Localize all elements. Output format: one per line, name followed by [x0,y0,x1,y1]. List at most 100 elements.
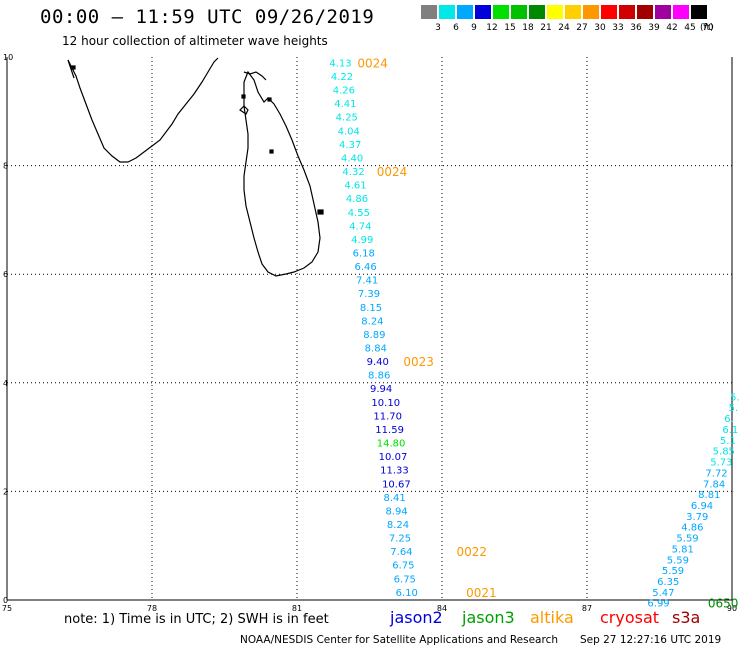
coastal-islet [269,149,274,154]
swh-reading-label: 4.04 [338,126,360,137]
longitude-tick-label: 75 [2,604,12,613]
swh-reading-label: 5. [730,392,740,403]
swh-reading-label: 5.59 [662,566,684,577]
swh-reading-label: 4.32 [342,167,364,178]
swh-reading-label: 6.10 [396,588,418,599]
swh-reading-label: 8.89 [363,330,385,341]
map-subtitle: 12 hour collection of altimeter wave hei… [62,34,328,48]
mannar-island [239,105,249,115]
graticule: 75 78 81 84 87 90 0 2 4 6 8 10 [2,53,737,613]
swh-reading-label: 4.86 [346,194,368,205]
swh-reading-label: 4.25 [336,113,358,124]
legend-label: 27 [576,23,588,33]
legend-label: 12 [486,23,498,33]
swh-reading-label: 4.26 [333,86,355,97]
coastline [67,57,324,277]
swh-reading-label: 8.81 [698,490,720,501]
swh-reading-label: 9.94 [370,384,392,395]
legend-swatch [583,5,599,19]
legend-swatch [565,5,581,19]
latitude-tick-label: 2 [3,487,8,496]
swh-reading-label: 8.86 [368,371,390,382]
legend-label: 9 [471,23,477,33]
legend-swatch [655,5,671,19]
legend-swatch [493,5,509,19]
swh-reading-label: 5.81 [672,544,694,555]
swh-reading-label: 6.94 [691,501,713,512]
swh-reading-label: 14.80 [377,439,406,450]
swh-reading-label: 5.59 [667,555,689,566]
longitude-tick-label: 87 [582,604,592,613]
altimeter-readings: 4.13 4.22 4.26 4.41 4.25 4.04 4.37 4.40 4.32 4.61… [329,56,739,610]
legend-label: 6 [453,23,459,33]
swh-reading-label: 7.39 [358,289,380,300]
satellite-jason3-label: jason3 [462,608,515,627]
swh-reading-label: 8.24 [387,520,409,531]
swh-reading-label: 11.70 [373,411,402,422]
legend-label: 30 [594,23,606,33]
swh-reading-label: 4.74 [349,221,371,232]
legend-unit: (ft) [700,23,714,33]
latitude-tick-label: 10 [3,53,13,62]
satellite-altika-label: altika [530,608,574,627]
swh-reading-label: 4.86 [681,523,703,534]
swh-reading-label: 8.84 [365,344,387,355]
swh-reading-label: 4.37 [339,140,361,151]
legend-swatch [457,5,473,19]
longitude-tick-label: 90 [727,604,737,613]
swh-reading-label: 4.40 [341,153,363,164]
swh-reading-label: 4.41 [334,99,356,110]
swh-reading-label: 7.64 [390,547,412,558]
latitude-tick-label: 4 [3,379,8,388]
india-coast-west-fragment [67,59,75,79]
legend-label: 42 [666,23,678,33]
legend-label: 24 [558,23,570,33]
legend-swatch [691,5,707,19]
legend-swatch [601,5,617,19]
coastal-islet [241,94,246,99]
swh-reading-label: 6. [724,414,734,425]
longitude-tick-label: 78 [147,604,157,613]
swh-reading-label: 7.41 [356,276,378,287]
legend-label: 18 [522,23,534,33]
generated-timestamp: Sep 27 12:27:16 UTC 2019 [580,634,722,646]
swh-reading-label: 8.41 [384,493,406,504]
swh-reading-label: 6.99 [647,599,669,610]
legend-swatch [511,5,527,19]
legend-swatch [529,5,545,19]
legend-swatch [547,5,563,19]
legend-label: 45 [684,23,696,33]
latitude-tick-label: 0 [3,596,8,605]
swh-reading-label: 8.24 [361,316,383,327]
pass-time-label: 0021 [466,586,497,600]
legend-label: 3 [435,23,441,33]
coastal-islet [71,65,76,70]
swh-reading-label: 11.59 [375,425,404,436]
swh-reading-label: 10.10 [371,398,400,409]
swh-reading-label: 4.61 [344,181,366,192]
swh-reading-label: 7.84 [703,479,725,490]
note-text: note: 1) Time is in UTC; 2) SWH is in fe… [64,612,329,627]
map-title: 00:00 – 11:59 UTC 09/26/2019 [40,6,375,28]
legend-label: 21 [540,23,552,33]
swh-reading-label: 6.18 [353,248,375,259]
satellite-cryosat-label: cryosat [600,608,660,627]
swh-reading-label: 7.72 [705,468,727,479]
longitude-tick-label: 81 [292,604,302,613]
legend-swatch [421,5,437,19]
legend-swatch [439,5,455,19]
legend-label: 36 [630,23,642,33]
swh-reading-label: 5.59 [676,534,698,545]
longitude-tick-label: 84 [437,604,447,613]
legend-label: 15 [504,23,516,33]
swh-reading-label: 5.1 [720,436,736,447]
legend-swatch [673,5,689,19]
coastal-islet [317,209,324,215]
coastal-islet [267,97,272,102]
swh-reading-label: 4.22 [331,72,353,83]
legend-label: 39 [648,23,660,33]
credit-text: NOAA/NESDIS Center for Satellite Applica… [240,634,558,646]
sri-lanka-coastline [243,70,321,277]
pass-time-label: 0024 [357,56,388,70]
pass-time-label: 0650 [708,597,739,611]
